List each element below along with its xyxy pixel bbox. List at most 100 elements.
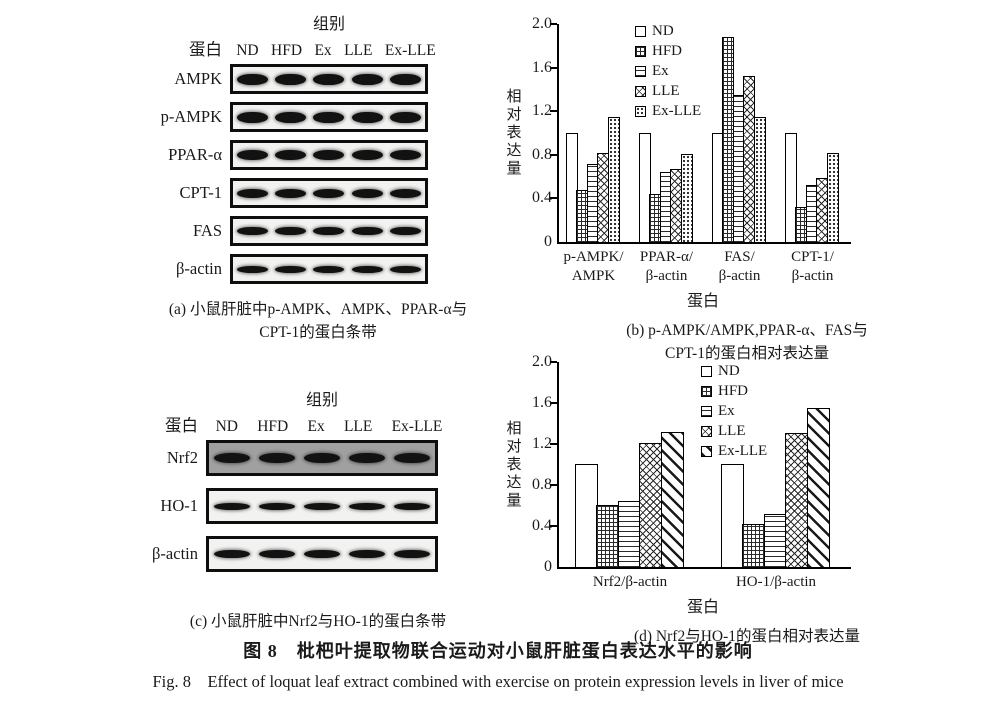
bar-Ex-LLE <box>660 432 684 567</box>
bar-LLE <box>639 443 662 567</box>
figure-title-chinese: 图 8 枇杷叶提取物联合运动对小鼠肝脏蛋白表达水平的影响 <box>243 641 753 661</box>
protein-label: Nrf2 <box>166 448 198 467</box>
x-axis-title: 蛋白 <box>686 598 719 616</box>
blot-strip <box>206 536 438 572</box>
chart-body: 相对表达量 0 0.4 0.8 1.2 1.6 2.0 ND HFD Ex LLE Ex-LLE <box>503 16 991 250</box>
y-axis: 0 0.4 0.8 1.2 1.6 2.0 <box>523 16 557 250</box>
legend-swatch-LLE <box>635 86 646 97</box>
bar-group-0 <box>565 117 620 242</box>
y-tick-mark <box>550 402 557 404</box>
y-tick-label: 1.2 <box>532 102 552 120</box>
protein-band <box>213 550 250 558</box>
protein-band <box>258 453 295 463</box>
bar-Ex-LLE <box>607 117 620 242</box>
y-tick-label: 2.0 <box>532 15 552 32</box>
protein-band <box>236 150 268 160</box>
chart-caption-line: CPT-1的蛋白相对表达量 <box>665 344 829 362</box>
y-tick-mark <box>550 23 557 25</box>
panel-a-western-blots: 组别 蛋白 ND HFD Ex LLE Ex-LLE AMPK p-AMPK PPAR-α CPT-… <box>148 10 488 345</box>
x-category-label: FAS/β-actin <box>703 248 776 286</box>
protein-band <box>313 73 345 85</box>
blot-row-0: AMPK <box>148 64 488 94</box>
protein-band <box>390 227 422 235</box>
bar-Ex-LLE <box>806 408 830 567</box>
y-tick-label: 0.8 <box>532 476 552 493</box>
y-tick-label: 0.8 <box>532 145 552 163</box>
lane-label: Ex-LLE <box>384 42 436 59</box>
x-tick-labels: p-AMPK/AMPK PPAR-α/β-actin FAS/β-actin CPT-… <box>557 248 991 286</box>
protein-band <box>313 111 345 123</box>
legend-label: ND <box>652 23 674 39</box>
bar-group-1 <box>720 408 830 567</box>
y-tick-mark <box>550 525 557 527</box>
protein-band <box>275 73 307 85</box>
legend-swatch-HFD <box>701 386 712 397</box>
x-category-line: AMPK <box>571 267 616 284</box>
blot-strip <box>230 254 428 284</box>
y-tick-label: 0.4 <box>532 189 552 207</box>
x-category-line: PPAR-α/ <box>639 249 694 265</box>
lane-labels-row: 蛋白 ND HFD Ex LLE Ex-LLE <box>148 412 488 436</box>
legend-item-LLE: LLE <box>635 84 701 99</box>
protein-band <box>390 150 422 160</box>
bar-group-3 <box>784 133 839 242</box>
protein-band <box>351 111 383 123</box>
bar-HFD <box>742 524 765 567</box>
blot-row-0: Nrf2 <box>148 440 488 476</box>
legend-label: LLE <box>718 423 746 439</box>
protein-band <box>349 453 386 463</box>
bar-Ex-LLE <box>680 154 693 242</box>
protein-band <box>236 265 268 273</box>
chart-caption: (b) p-AMPK/AMPK,PPAR-α、FAS与 CPT-1的蛋白相对表达量 <box>503 319 991 366</box>
blot-strip <box>230 102 428 132</box>
bar-ND <box>565 133 578 242</box>
x-category-line: β-actin <box>718 267 761 284</box>
blot-strip <box>206 440 438 476</box>
protein-band <box>236 111 268 123</box>
legend-label: HFD <box>718 383 749 399</box>
blot-row-2: PPAR-α <box>148 140 488 170</box>
x-category-label: Nrf2/β-actin <box>557 573 703 592</box>
protein-band <box>236 73 268 85</box>
lane-label: LLE <box>344 42 373 59</box>
y-axis: 0 0.4 0.8 1.2 1.6 2.0 <box>523 354 557 575</box>
x-axis-title: 蛋白 <box>686 292 719 310</box>
x-category-line: p-AMPK/ <box>563 249 624 265</box>
protein-band <box>258 550 295 558</box>
group-header: 组别 <box>312 16 345 33</box>
lane-label: Ex <box>307 418 325 435</box>
lane-labels-row: 蛋白 ND HFD Ex LLE Ex-LLE <box>148 36 488 60</box>
protein-band <box>275 111 307 123</box>
protein-band <box>394 453 431 463</box>
legend-label: Ex <box>652 63 669 79</box>
legend-label: Ex <box>718 403 735 419</box>
protein-band <box>351 73 383 85</box>
panel-caption-line: (a) 小鼠肝脏中p-AMPK、AMPK、PPAR-α与 <box>168 301 468 318</box>
y-tick-label: 1.6 <box>532 58 552 76</box>
lane-label: ND <box>236 42 259 59</box>
chart-d: 相对表达量 0 0.4 0.8 1.2 1.6 2.0 ND HFD Ex LLE Ex-LLE Nrf… <box>503 352 991 648</box>
x-category-line: β-actin <box>791 267 834 284</box>
bar-Ex <box>617 501 641 567</box>
lane-labels: ND HFD Ex LLE Ex-LLE <box>230 42 442 60</box>
y-tick-label: 0 <box>544 233 552 250</box>
y-tick-mark <box>550 443 557 445</box>
legend-item-HFD: HFD <box>635 44 701 59</box>
x-category-line: CPT-1/ <box>791 249 834 265</box>
legend-label: Ex-LLE <box>718 443 768 459</box>
legend-swatch-LLE <box>701 426 712 437</box>
legend-item-LLE: LLE <box>701 424 767 439</box>
bar-Ex-LLE <box>826 153 839 242</box>
legend-swatch-Ex-LLE <box>701 446 712 457</box>
y-tick-mark <box>550 110 557 113</box>
lane-label: ND <box>215 418 238 435</box>
x-category-label: CPT-1/β-actin <box>776 248 849 286</box>
protein-band <box>275 150 307 160</box>
legend: ND HFD Ex LLE Ex-LLE <box>701 364 767 459</box>
y-axis-label: 相对表达量 <box>504 88 521 178</box>
legend-item-Ex: Ex <box>635 64 701 79</box>
y-tick-label: 1.6 <box>532 394 552 411</box>
legend-label: HFD <box>652 43 683 59</box>
lane-label: LLE <box>343 418 373 435</box>
legend-item-ND: ND <box>701 364 767 379</box>
